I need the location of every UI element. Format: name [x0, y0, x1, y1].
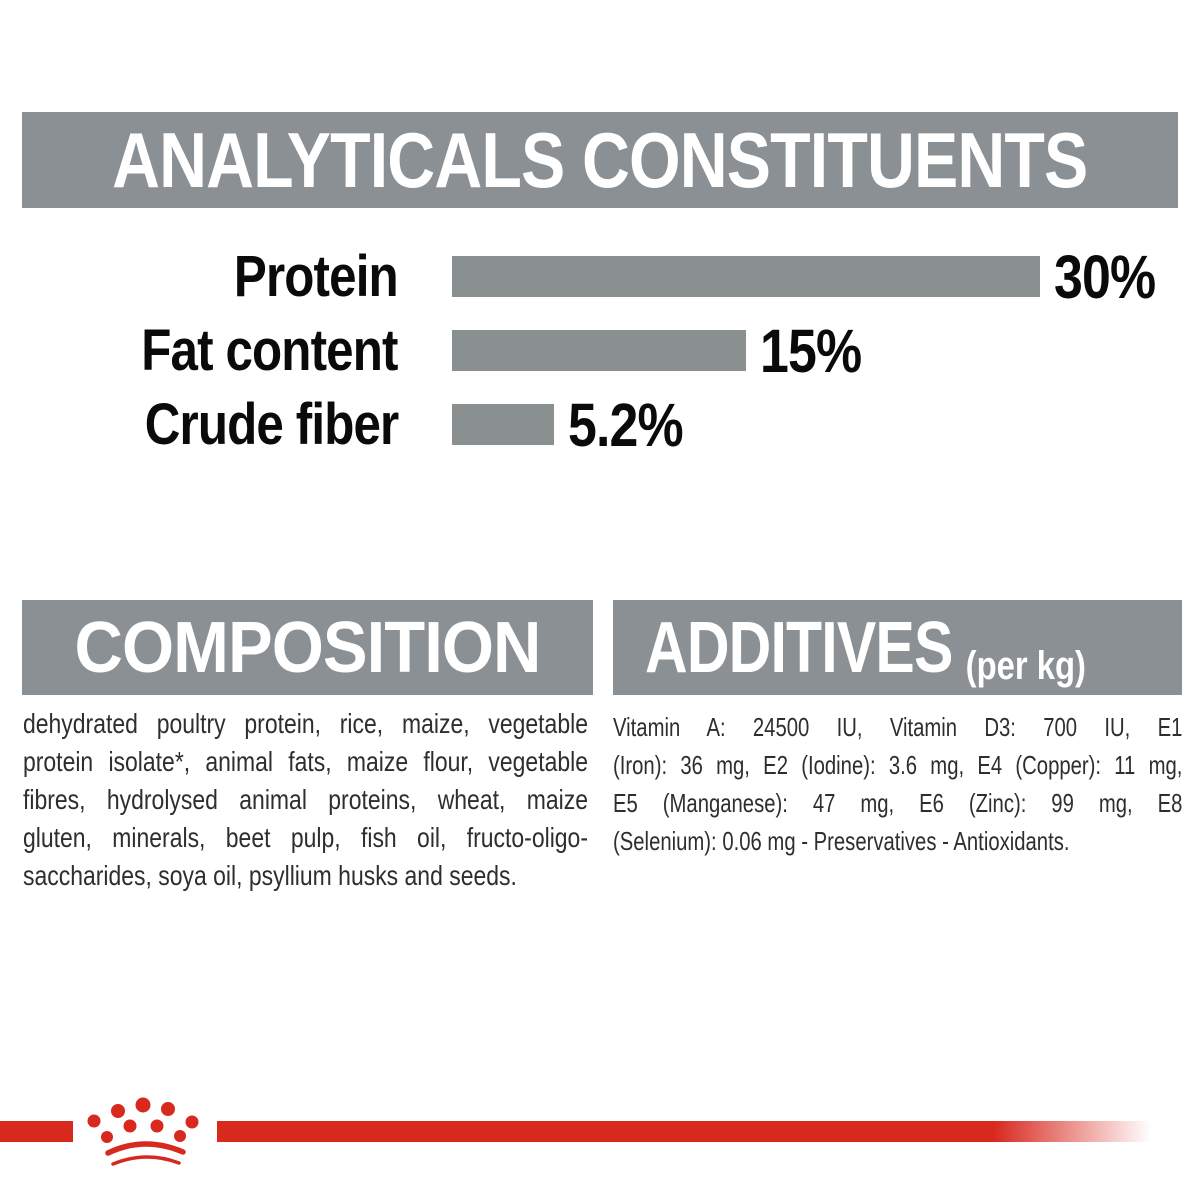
- bar-value: 15%: [760, 316, 862, 385]
- bar: [452, 256, 1040, 297]
- composition-line: gluten, minerals, beet pulp, fish oil, f…: [23, 822, 588, 853]
- bar: [452, 404, 554, 445]
- composition-line: fibres, hydrolysed animal proteins, whea…: [23, 784, 588, 815]
- bar-label: Crude fiber: [144, 392, 398, 457]
- composition-line: saccharides, soya oil, psyllium husks an…: [23, 860, 517, 891]
- composition-banner: COMPOSITION: [22, 600, 593, 695]
- bar-label: Fat content: [141, 318, 399, 383]
- bar-value-wrap: 5.2%: [568, 391, 703, 459]
- additives-line: Vitamin A: 24500 IU, Vitamin D3: 700 IU,…: [613, 712, 1183, 742]
- bar-value-wrap: 30%: [1054, 243, 1173, 311]
- brand-stripe-left: [0, 1121, 73, 1142]
- additives-line: (Selenium): 0.06 mg - Preservatives - An…: [613, 826, 1070, 856]
- analyticals-title: ANALYTICALS CONSTITUENTS: [112, 115, 1088, 204]
- composition-line: protein isolate*, animal fats, maize flo…: [23, 746, 588, 777]
- additives-per-kg-label: (per kg): [965, 643, 1086, 688]
- additives-title: ADDITIVES: [645, 607, 953, 688]
- crown-dots: [87, 1097, 199, 1143]
- additives-text: Vitamin A: 24500 IU, Vitamin D3: 700 IU,…: [613, 708, 1182, 860]
- bar-value: 5.2%: [568, 390, 684, 459]
- royal-canin-crown-logo: [87, 1097, 199, 1166]
- analyticals-banner: ANALYTICALS CONSTITUENTS: [22, 112, 1178, 208]
- crown-arcs: [105, 1141, 186, 1166]
- brand-stripe-right: [217, 1121, 1200, 1142]
- chart-row: Crude fiber 5.2%: [0, 391, 1200, 459]
- bar-label: Protein: [234, 244, 399, 309]
- additives-line: (Iron): 36 mg, E2 (Iodine): 3.6 mg, E4 (…: [613, 750, 1183, 780]
- bar: [452, 330, 746, 371]
- additives-line: E5 (Manganese): 47 mg, E6 (Zinc): 99 mg,…: [613, 788, 1183, 818]
- composition-line: dehydrated poultry protein, rice, maize,…: [23, 708, 588, 739]
- additives-banner: ADDITIVES (per kg): [613, 600, 1182, 695]
- bar-value: 30%: [1054, 242, 1156, 311]
- composition-text: dehydrated poultry protein, rice, maize,…: [23, 705, 588, 895]
- chart-row: Fat content 15%: [0, 317, 1200, 385]
- chart-row: Protein 30%: [0, 243, 1200, 311]
- composition-title: COMPOSITION: [74, 607, 542, 688]
- bar-value-wrap: 15%: [760, 317, 879, 385]
